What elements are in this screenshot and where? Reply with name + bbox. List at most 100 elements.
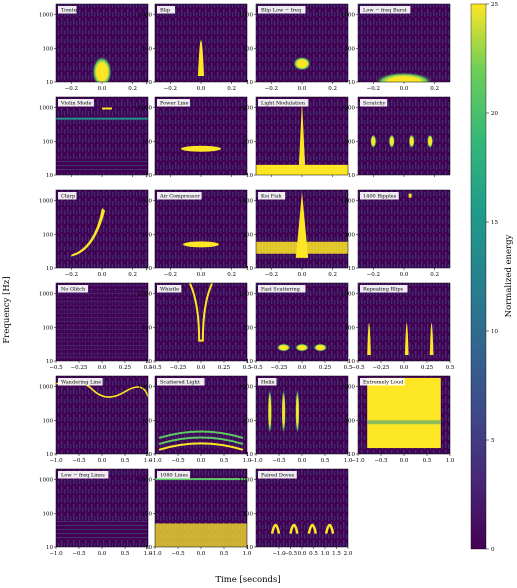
colorbar-label: Normalized energy xyxy=(504,234,514,317)
y-tick-label: 1000 xyxy=(39,13,53,19)
spectrogram-background xyxy=(155,376,247,454)
panel-title-text: Wandering Line xyxy=(61,380,101,386)
glitch-feature xyxy=(295,388,300,435)
x-tick-label: −0.2 xyxy=(164,86,177,92)
colorbar-tick-label: 15 xyxy=(491,220,498,226)
x-tick-label: 0.0 xyxy=(400,365,409,371)
panel-title-text: No Glitch xyxy=(61,287,86,293)
x-tick-label: 1.0 xyxy=(344,458,353,464)
panel-title-text: 1400 Ripples xyxy=(363,194,397,200)
panel-title-text: Violin Mode xyxy=(60,101,91,107)
y-tick-label: 100 xyxy=(142,418,153,424)
x-tick-label: 0.0 xyxy=(197,272,206,278)
x-tick-label: 1.0 xyxy=(144,458,153,464)
panel-title-text: Helix xyxy=(261,380,275,386)
spectrogram-panel: Chirp 10 100 1000 −0.2 0.0 0.2 xyxy=(39,189,149,278)
y-tick-label: 100 xyxy=(243,46,254,52)
x-tick-label: 0.5 xyxy=(243,365,252,371)
x-tick-label: 0.0 xyxy=(197,458,206,464)
panel-title: 1080 Lines xyxy=(157,471,190,479)
y-tick-label: 100 xyxy=(43,418,54,424)
y-tick-label: 1000 xyxy=(341,13,355,19)
colorbar-ticks: 0 5 10 15 20 25 xyxy=(486,2,498,553)
glitch-feature xyxy=(427,134,434,149)
y-tick-label: 10 xyxy=(348,80,355,86)
panel-title-text: Extremely Loud xyxy=(363,380,404,386)
y-tick-label: 1000 xyxy=(341,106,355,112)
x-tick-label: −0.2 xyxy=(164,272,177,278)
glitch-feature xyxy=(197,40,205,77)
panel-title-text: Scattered Light xyxy=(160,380,200,386)
y-tick-label: 1000 xyxy=(138,106,152,112)
x-tick-label: 0.0 xyxy=(197,86,206,92)
y-tick-label: 100 xyxy=(142,46,153,52)
spectrogram-panel: Whistle 10 100 1000 −0.5 −0.25 0.0 0.25 0.5 xyxy=(138,282,252,371)
x-tick-label: −0.2 xyxy=(265,86,278,92)
y-tick-label: 10 xyxy=(348,266,355,272)
x-tick-label: −1.0 xyxy=(148,458,162,464)
y-tick-label: 1000 xyxy=(239,478,253,484)
x-tick-label: 0.5 xyxy=(220,551,229,557)
x-tick-label: 2.0 xyxy=(344,551,353,557)
x-tick-label: 0.5 xyxy=(121,551,130,557)
glitch-feature xyxy=(307,523,318,534)
glitch-feature xyxy=(56,117,148,120)
panel-title-text: Tomte xyxy=(61,8,77,14)
glitch-feature xyxy=(270,523,281,534)
x-tick-label: −0.5 xyxy=(249,365,263,371)
glitch-feature xyxy=(388,134,395,149)
x-tick-label: 0.0 xyxy=(400,458,409,464)
y-tick-label: 10 xyxy=(145,359,152,365)
spectrogram-panel: Violin Mode 10 100 1000 xyxy=(39,96,149,179)
panel-title: Tomte xyxy=(58,6,77,14)
x-tick-label: −0.2 xyxy=(265,272,278,278)
panel-title: No Glitch xyxy=(58,285,89,293)
y-tick-label: 1000 xyxy=(138,385,152,391)
y-tick-label: 10 xyxy=(46,452,53,458)
y-tick-label: 10 xyxy=(145,452,152,458)
panel-title-text: Blip Low − freq xyxy=(261,8,302,14)
x-tick-label: −0.5 xyxy=(374,458,388,464)
glitch-feature xyxy=(155,478,247,481)
x-tick-label: 0.5 xyxy=(344,365,353,371)
spectrogram-panel: Light Modulation 10 100 1000 xyxy=(239,96,349,179)
panel-title: Low − freq Burst xyxy=(360,6,411,14)
panel-grid: Tomte 10 100 1000 −0.2 0.0 0.2 Blip 10 100 1000 −0.… xyxy=(39,3,455,557)
y-tick-label: 10 xyxy=(246,545,253,551)
glitch-feature xyxy=(289,523,299,534)
spectrogram-background xyxy=(358,283,450,361)
x-tick-label: 0.2 xyxy=(430,86,439,92)
y-tick-label: 1000 xyxy=(341,199,355,205)
x-tick-label: −0.25 xyxy=(373,365,390,371)
glitch-feature xyxy=(367,377,441,449)
y-tick-label: 100 xyxy=(243,325,254,331)
x-tick-label: 1.0 xyxy=(321,551,330,557)
y-tick-label: 1000 xyxy=(341,292,355,298)
glitch-feature xyxy=(189,283,213,342)
panel-title: 1400 Ripples xyxy=(360,192,399,200)
y-tick-label: 10 xyxy=(246,266,253,272)
y-tick-label: 10 xyxy=(246,80,253,86)
spectrogram-background xyxy=(256,469,348,547)
y-tick-label: 1000 xyxy=(39,385,53,391)
glitch-feature xyxy=(56,520,148,539)
x-tick-label: 1.0 xyxy=(243,551,252,557)
glitch-feature xyxy=(92,55,112,82)
colorbar-tick-label: 0 xyxy=(491,547,495,553)
y-tick-label: 100 xyxy=(345,418,356,424)
y-tick-label: 1000 xyxy=(341,385,355,391)
glitch-feature xyxy=(298,101,306,165)
spectrogram-panel: Low − freq Burst 10 100 1000 −0.2 0.0 0.2 xyxy=(341,3,451,92)
x-tick-label: 0.25 xyxy=(218,365,231,371)
y-tick-label: 10 xyxy=(246,173,253,179)
x-tick-label: −1.0 xyxy=(351,458,365,464)
panel-title-text: Koi Fish xyxy=(261,194,282,200)
panel-title-text: Low − freq Burst xyxy=(363,8,407,14)
y-tick-label: 100 xyxy=(243,139,254,145)
y-tick-label: 1000 xyxy=(239,385,253,391)
glitch-feature xyxy=(295,343,309,352)
glitch-feature xyxy=(181,145,221,152)
x-tick-label: 0.2 xyxy=(328,272,337,278)
spectrogram-panel: Blip 10 100 1000 −0.2 0.0 0.2 xyxy=(138,3,248,92)
x-tick-label: 0.0 xyxy=(298,458,307,464)
